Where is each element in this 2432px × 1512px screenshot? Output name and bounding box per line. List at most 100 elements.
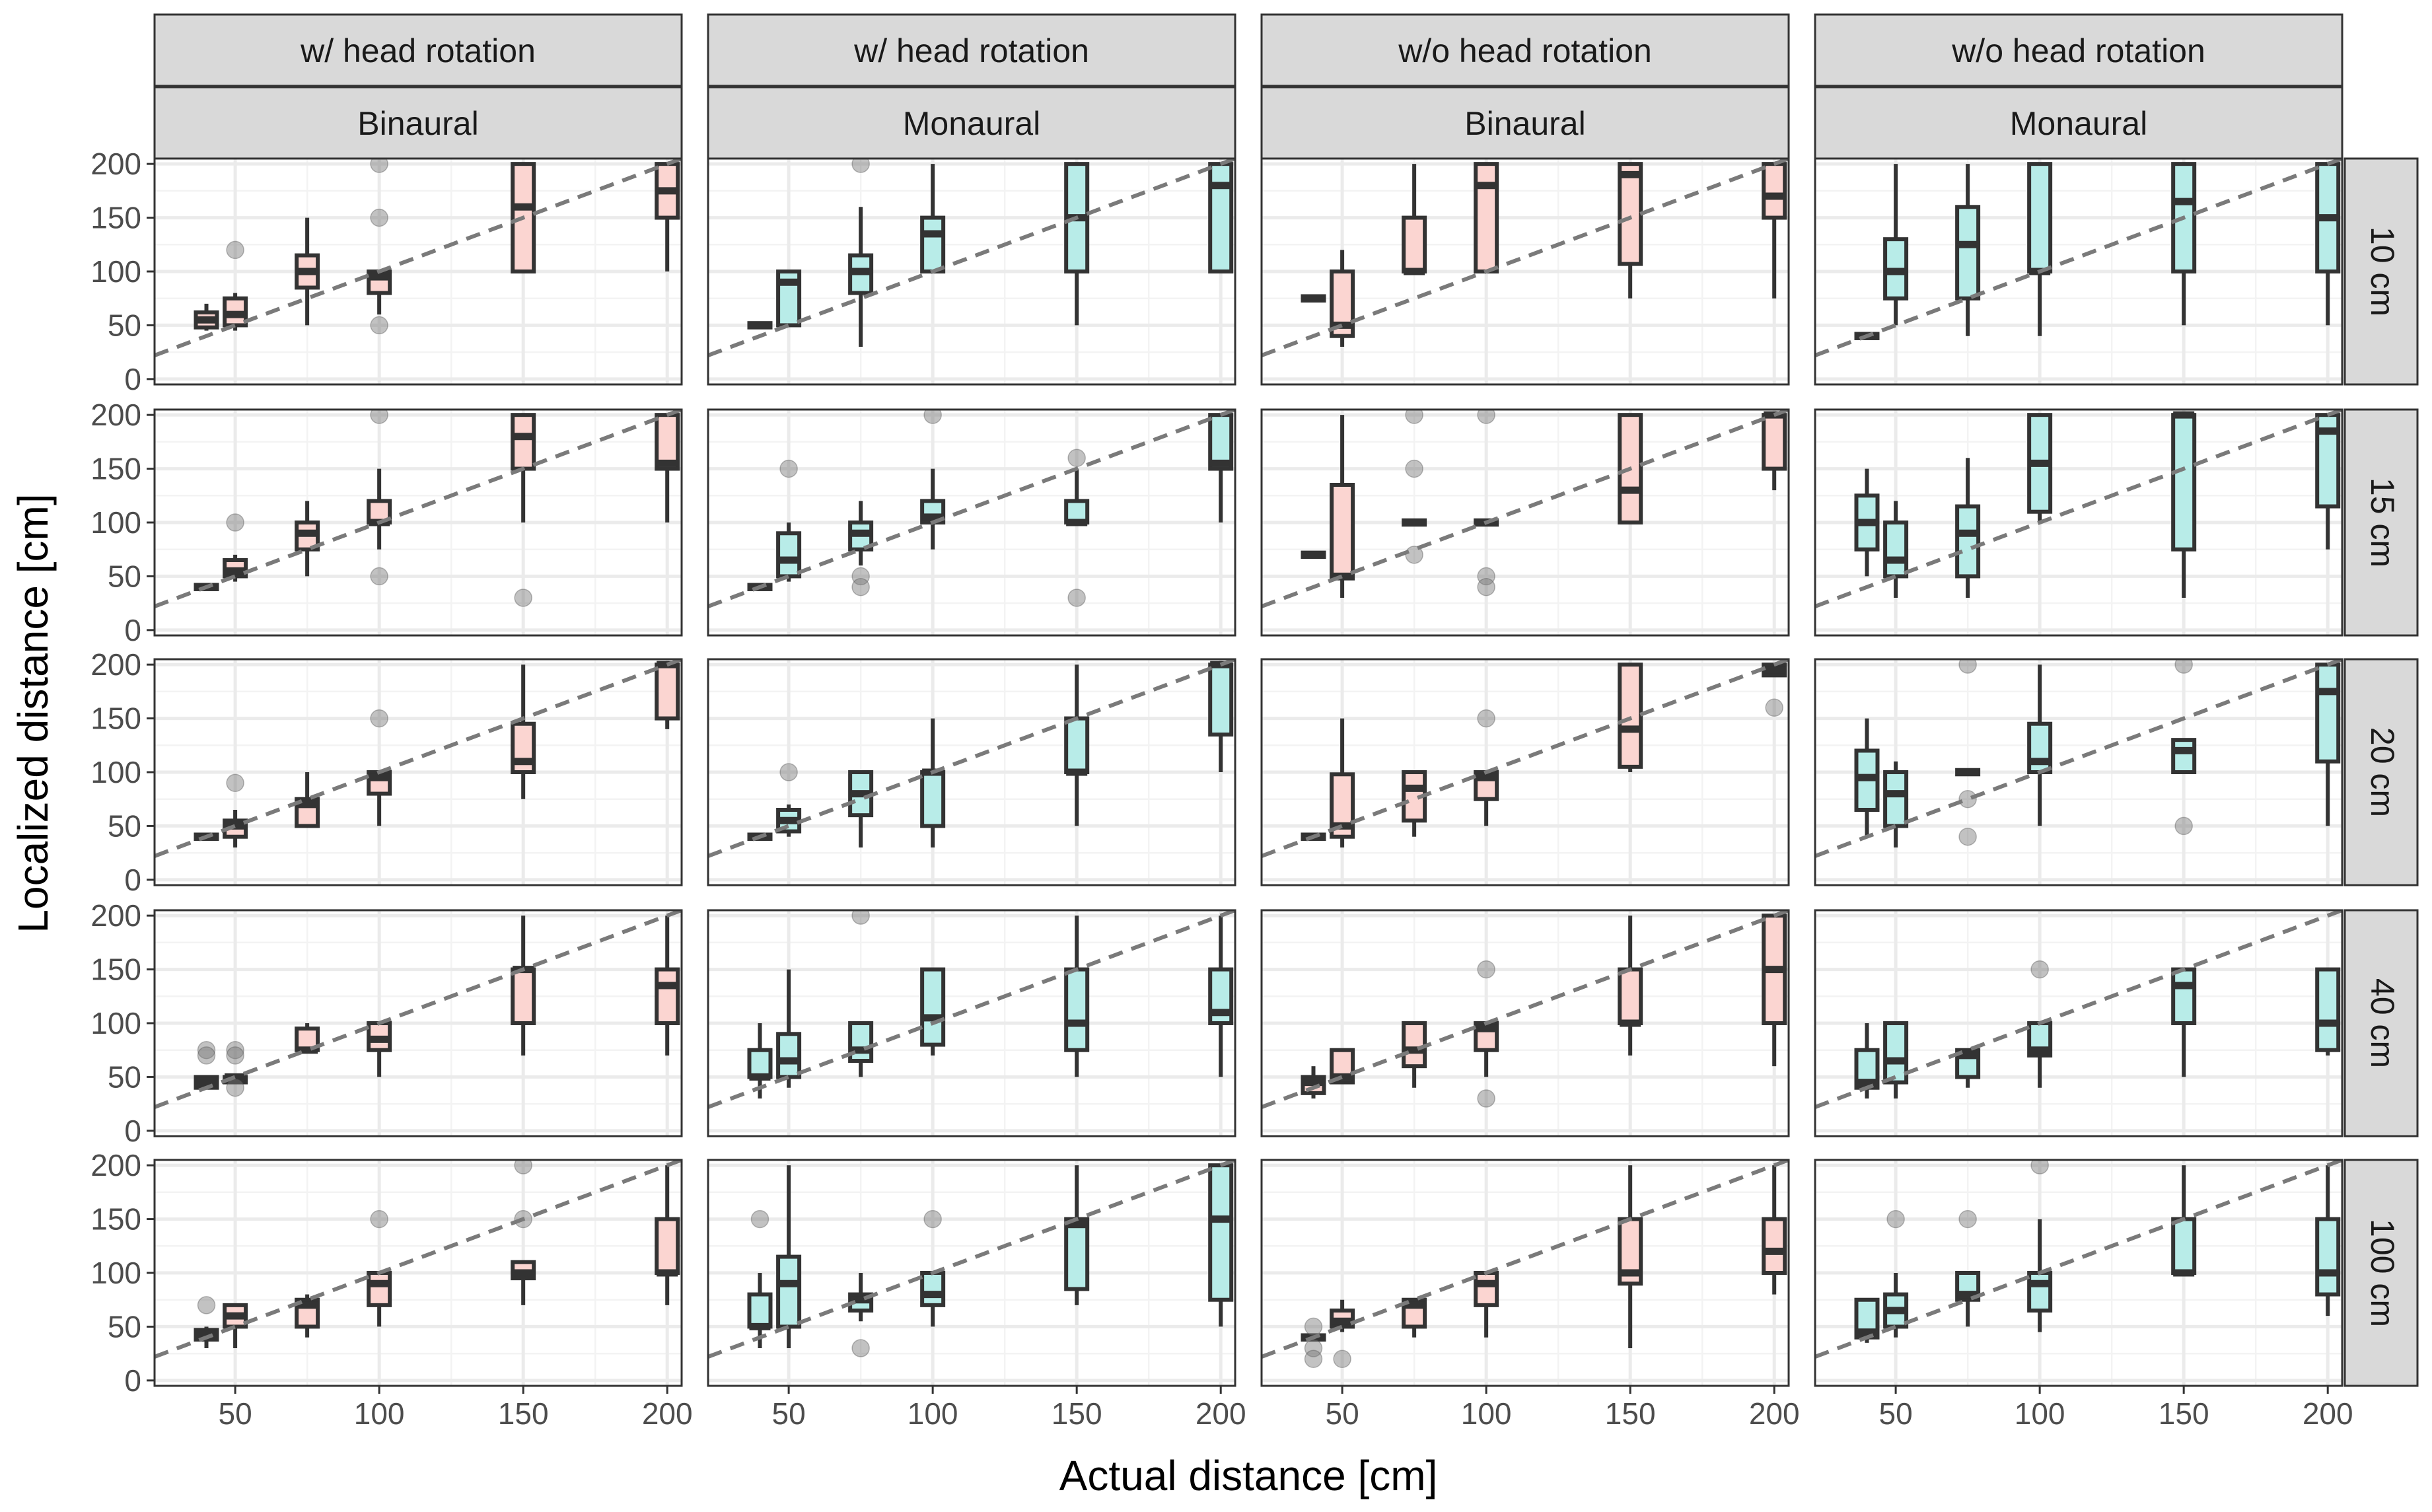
box [2171,1217,2197,1275]
outlier-point [226,1040,244,1060]
outlier-point [2174,659,2193,674]
panel-border [707,1159,1236,1387]
box [1955,504,1981,579]
outlier-point [514,589,532,607]
panel-content [155,410,682,635]
box [1618,162,1643,266]
boxplot-group [1330,1299,1355,1369]
column-strip: w/o head rotation Binaural [1260,13,1790,160]
outlier-point [1958,1209,1977,1229]
panel-border [1260,909,1790,1137]
strip-background [2343,658,2419,886]
panel-content [1262,1160,1789,1386]
box [655,967,680,1025]
box [1883,770,1909,828]
panel [707,157,1236,386]
panel [707,909,1236,1137]
y-tick-label: 200 [90,398,141,432]
boxplot-group [511,162,536,273]
boxplot-group [511,1160,536,1305]
panel-content [708,659,1235,885]
strip-label-mode: Monaural [903,105,1040,142]
boxplot-group [1301,550,1326,559]
outlier-point [750,1209,769,1229]
strip-background [153,86,683,160]
strip-background [1260,86,1790,160]
panel-content [155,1160,682,1386]
panel-content [1815,410,2342,635]
panel [1260,157,1790,386]
row-strip: 10 cm [2343,157,2419,386]
y-tick-label: 50 [108,559,141,593]
outlier-point [1304,1317,1323,1336]
boxplot-group [295,217,320,326]
boxplot-group [1330,415,1355,598]
boxplot-group [1854,718,1880,837]
outlier-point [226,1078,244,1097]
box [2171,413,2197,552]
boxplot-group [1330,718,1355,847]
box [1883,1021,1909,1085]
outlier-point [370,1209,388,1229]
boxplot-group [1301,1317,1326,1369]
boxplot-group [848,501,874,596]
box [2315,967,2341,1052]
x-tick-label: 150 [2159,1396,2209,1431]
boxplot-group [511,665,536,799]
outlier-point [226,513,244,532]
panel-content [1815,910,2342,1136]
strip-label-rotation: w/ head rotation [300,32,536,69]
boxplot-group [194,1296,219,1348]
strip-label-mode: Monaural [2010,105,2147,142]
boxplot-group [655,1165,680,1305]
strip-background [1814,13,2343,87]
panel-border [1814,408,2343,637]
box [1330,483,1355,581]
y-tick-label: 150 [90,201,141,235]
box [747,1048,773,1079]
outlier-point [370,709,388,728]
boxplot-group [295,772,320,828]
box [655,1217,680,1275]
boxplot-group [194,1040,219,1090]
outlier-point [370,316,388,335]
x-tick-label: 100 [354,1396,405,1431]
panel [1814,909,2343,1137]
boxplot-group [1301,294,1326,303]
x-tick-label: 100 [1461,1396,1512,1431]
outlier-point [1333,1350,1351,1369]
panel [153,658,683,886]
boxplot-group [223,1303,248,1348]
y-tick-label: 150 [90,1202,141,1237]
boxplot-group [776,270,802,328]
outlier-point [1304,1350,1323,1369]
box [2315,663,2341,764]
boxplot-group [1064,449,1090,607]
box [1064,1217,1090,1291]
boxplot-group [1883,1021,1909,1098]
boxplot-group [920,718,946,847]
box [511,967,536,1025]
outlier-point [1067,589,1086,607]
panel-content [708,410,1235,635]
y-tick-label: 0 [124,362,141,396]
boxplot-group [2027,1160,2053,1332]
x-tick-label: 200 [1196,1396,1246,1431]
panel-border [1814,658,2343,886]
panel-border [1814,157,2343,386]
boxplot-group [2027,960,2053,1088]
box [2171,967,2197,1025]
x-tick-label: 200 [1749,1396,1800,1431]
panel [1260,909,1790,1137]
boxplot-group [920,1209,946,1327]
boxplot-group [1883,164,1909,326]
boxplot-group [1762,914,1787,1067]
boxplot-group [1474,410,1499,596]
boxplot-group [920,967,946,1056]
panel-border [1814,1159,2343,1387]
boxplot-group [2315,162,2341,326]
x-tick-label: 100 [2015,1396,2065,1431]
y-tick-label: 50 [108,809,141,843]
boxplot-group [295,1294,320,1338]
